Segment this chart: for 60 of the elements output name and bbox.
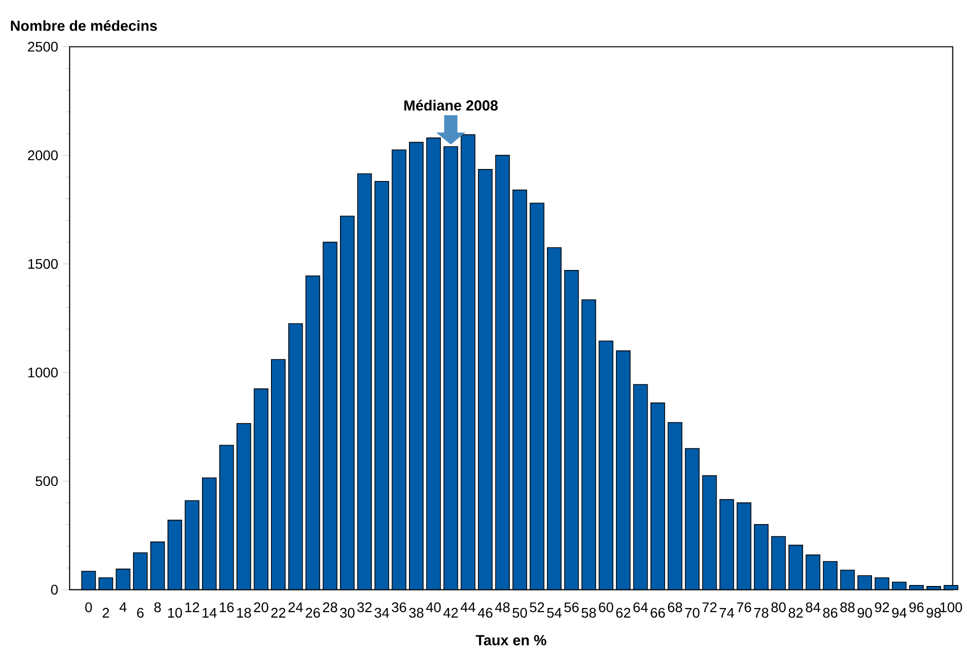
x-tick-label: 96 (909, 602, 924, 612)
x-tick-label: 40 (426, 602, 441, 612)
x-tick-label: 50 (512, 608, 527, 618)
x-tick-label: 22 (271, 608, 286, 618)
x-tick-label: 32 (357, 602, 372, 612)
x-tick-label: 98 (926, 608, 941, 618)
x-tick-label: 66 (650, 608, 665, 618)
x-tick-label: 0 (85, 602, 92, 612)
x-tick-label: 72 (702, 602, 717, 612)
y-tick-label: 500 (36, 476, 58, 486)
x-tick-label: 38 (409, 608, 424, 618)
y-tick-label: 1000 (28, 367, 58, 378)
x-tick-label: 92 (874, 602, 890, 612)
x-tick-label: 18 (237, 608, 251, 618)
x-tick-label: 62 (616, 608, 630, 618)
x-tick-label: 16 (220, 602, 234, 612)
x-tick-label: 12 (185, 602, 200, 612)
x-tick-label: 100 (940, 602, 962, 612)
x-tick-label: 76 (736, 602, 752, 612)
x-tick-label: 24 (288, 602, 303, 612)
x-tick-label: 80 (771, 602, 786, 612)
x-tick-label: 70 (685, 608, 700, 618)
x-tick-label: 82 (788, 608, 803, 618)
x-tick-label: 58 (582, 608, 596, 618)
x-tick-label: 90 (858, 608, 872, 618)
x-tick-label: 52 (530, 602, 544, 612)
x-tick-label: 26 (306, 608, 320, 618)
y-tick-label: 2000 (28, 150, 58, 160)
annotation: Médiane 2008 (404, 100, 498, 110)
x-tick-label: 20 (254, 602, 268, 612)
x-tick-label: 46 (478, 608, 492, 618)
x-tick-label: 88 (840, 602, 855, 612)
x-axis-title: Taux en % (476, 634, 546, 646)
x-tick-label: 10 (168, 608, 182, 618)
x-tick-label: 34 (374, 608, 390, 618)
x-tick-label: 84 (806, 602, 820, 612)
x-tick-label: 54 (547, 608, 562, 618)
x-tick-label: 8 (154, 602, 161, 612)
x-tick-label: 56 (564, 602, 579, 612)
x-tick-label: 30 (340, 608, 354, 618)
y-axis-title: Nombre de médecins (10, 20, 157, 31)
y-tick-label: 0 (51, 584, 58, 594)
x-tick-label: 60 (598, 602, 614, 612)
x-tick-label: 4 (120, 602, 127, 612)
x-tick-label: 2 (102, 608, 109, 618)
x-tick-label: 78 (754, 608, 768, 618)
x-tick-label: 94 (892, 608, 907, 618)
x-tick-label: 42 (443, 608, 458, 618)
x-tick-label: 68 (668, 602, 682, 612)
y-tick-label: 2500 (28, 42, 58, 52)
x-tick-label: 6 (137, 608, 144, 618)
x-tick-label: 36 (392, 602, 406, 612)
x-tick-label: 86 (823, 608, 838, 618)
x-tick-label: 64 (633, 602, 648, 612)
x-tick-label: 74 (720, 608, 734, 618)
x-tick-label: 48 (495, 602, 510, 612)
y-tick-label: 1500 (28, 258, 58, 269)
x-tick-label: 44 (460, 602, 476, 612)
x-tick-label: 28 (323, 602, 338, 612)
x-tick-label: 14 (202, 608, 217, 618)
